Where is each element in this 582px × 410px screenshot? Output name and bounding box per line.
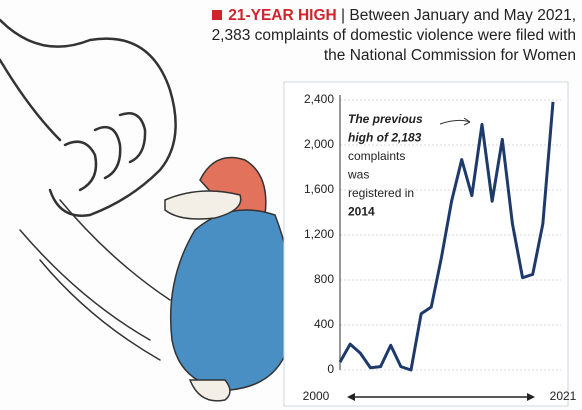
header: 21-YEAR HIGH | Between January and May 2… — [200, 6, 576, 66]
headline: 21-YEAR HIGH — [228, 7, 337, 24]
y-tick-label: 1,600 — [304, 182, 334, 196]
annotation-line: complaints — [348, 149, 405, 163]
y-tick-label: 800 — [314, 272, 334, 286]
fist-illustration — [0, 18, 177, 361]
y-tick-label: 0 — [327, 362, 334, 376]
marker — [212, 10, 223, 20]
annotation-line: high of 2,183 — [348, 131, 422, 145]
chart-panel — [283, 81, 569, 407]
y-tick-label: 2,400 — [304, 92, 334, 106]
plot-area: 0 400 800 1,200 1,600 2,000 2,400 2000 2021 — [303, 92, 577, 403]
y-tick-label: 1,200 — [304, 227, 334, 241]
y-tick-label: 400 — [314, 317, 334, 331]
x-tick-label: 2000 — [303, 389, 330, 403]
annotation-line: 2014 — [348, 205, 375, 219]
annotation-arrow-head — [463, 117, 471, 126]
woman-illustration — [164, 156, 294, 402]
annotation-line: The previous — [348, 112, 423, 126]
annotation-line: registered in — [348, 186, 414, 200]
annotation-line: was — [347, 168, 369, 182]
y-tick-label: 2,000 — [304, 137, 334, 151]
line-series — [338, 101, 555, 372]
annotation-arrow — [439, 119, 471, 125]
x-tick-label: 2021 — [550, 389, 577, 403]
title: | Between January and May 2021, 2,383 co… — [211, 7, 576, 64]
